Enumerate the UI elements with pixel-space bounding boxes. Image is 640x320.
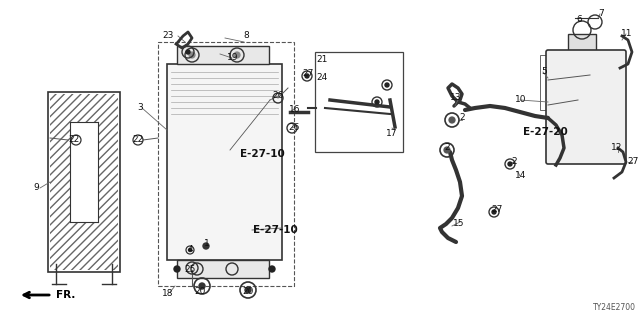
Text: 27: 27 <box>302 68 314 77</box>
Text: 2: 2 <box>444 142 450 151</box>
Text: 21: 21 <box>316 55 328 65</box>
Circle shape <box>305 74 309 78</box>
Bar <box>568 34 596 52</box>
Bar <box>315 52 403 152</box>
Text: 26: 26 <box>272 92 284 100</box>
Circle shape <box>199 283 205 289</box>
Circle shape <box>449 117 455 123</box>
Text: 27: 27 <box>492 205 502 214</box>
Bar <box>177 46 269 64</box>
Bar <box>158 42 294 286</box>
Circle shape <box>245 287 251 293</box>
Circle shape <box>174 266 180 272</box>
Circle shape <box>444 147 450 153</box>
Text: E-27-10: E-27-10 <box>239 149 284 159</box>
Text: 20: 20 <box>243 287 253 297</box>
Circle shape <box>269 266 275 272</box>
Circle shape <box>375 100 379 104</box>
Text: 26: 26 <box>288 124 300 132</box>
Circle shape <box>492 210 496 214</box>
Text: 10: 10 <box>515 94 527 103</box>
Text: 6: 6 <box>576 14 582 23</box>
Text: 12: 12 <box>611 143 623 153</box>
Text: 14: 14 <box>515 172 527 180</box>
Text: 17: 17 <box>387 130 397 139</box>
Bar <box>48 92 120 272</box>
Text: 1: 1 <box>204 239 210 249</box>
Text: 2: 2 <box>511 157 517 166</box>
Bar <box>70 122 98 222</box>
Circle shape <box>203 243 209 249</box>
Circle shape <box>234 52 240 58</box>
Text: 20: 20 <box>195 287 205 297</box>
Text: 27: 27 <box>627 156 639 165</box>
Text: 22: 22 <box>68 135 79 145</box>
Bar <box>177 260 269 278</box>
Circle shape <box>189 52 195 58</box>
Circle shape <box>385 83 389 87</box>
Text: TY24E2700: TY24E2700 <box>593 303 636 312</box>
Text: 9: 9 <box>33 183 39 193</box>
Text: 24: 24 <box>316 74 328 83</box>
Text: 25: 25 <box>184 266 196 275</box>
Bar <box>540 55 590 110</box>
Text: 7: 7 <box>598 9 604 18</box>
Text: 3: 3 <box>137 103 143 113</box>
Text: 15: 15 <box>453 220 465 228</box>
Text: E-27-20: E-27-20 <box>523 127 568 137</box>
Text: 22: 22 <box>132 135 143 145</box>
Circle shape <box>508 162 512 166</box>
Text: 5: 5 <box>541 67 547 76</box>
Circle shape <box>189 249 191 252</box>
Text: FR.: FR. <box>56 290 76 300</box>
Text: 16: 16 <box>289 105 301 114</box>
Text: 4: 4 <box>187 245 193 254</box>
Text: 8: 8 <box>243 31 249 41</box>
Text: E-27-10: E-27-10 <box>253 225 298 235</box>
Text: 13: 13 <box>451 93 461 102</box>
Text: 19: 19 <box>227 53 239 62</box>
Bar <box>167 64 282 260</box>
Bar <box>50 94 118 270</box>
Text: 2: 2 <box>459 114 465 123</box>
Circle shape <box>186 50 190 54</box>
Text: 18: 18 <box>163 289 173 298</box>
FancyBboxPatch shape <box>546 50 626 164</box>
Text: 23: 23 <box>163 31 173 41</box>
Text: 11: 11 <box>621 28 633 37</box>
